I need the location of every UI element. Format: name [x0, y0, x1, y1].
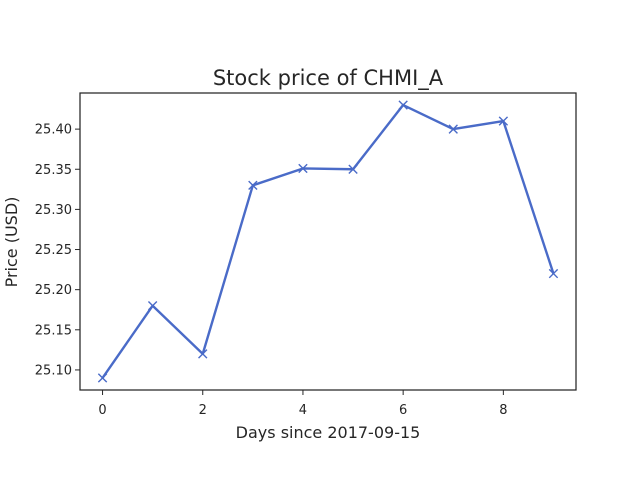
data-point-marker	[498, 116, 509, 126]
data-point-marker	[448, 124, 458, 134]
series-layer	[97, 100, 559, 383]
x-tick-label: 6	[399, 403, 407, 418]
data-point-marker	[97, 373, 108, 383]
y-tick-label: 25.30	[35, 203, 72, 218]
chart-title: Stock price of CHMI_A	[213, 66, 444, 91]
data-point-marker	[248, 180, 258, 191]
data-point-marker	[198, 349, 208, 359]
marker-stroke	[147, 301, 158, 311]
series-line	[101, 103, 555, 379]
marker-stroke	[298, 163, 308, 174]
y-tick-label: 25.25	[35, 243, 72, 258]
marker-stroke	[448, 124, 458, 134]
y-tick-label: 25.35	[35, 163, 72, 178]
data-point-marker	[298, 163, 308, 174]
x-tick-label: 8	[499, 403, 507, 418]
data-point-marker	[348, 164, 358, 174]
marker-stroke	[97, 373, 108, 383]
y-tick-label: 25.15	[35, 323, 72, 338]
y-tick-label: 25.10	[35, 363, 72, 378]
marker-stroke	[198, 349, 208, 359]
x-axis-label: Days since 2017-09-15	[236, 423, 421, 442]
y-axis-ticks: 25.10 25.15 25.20 25.25 25.30 25.35 25.40	[35, 123, 80, 378]
marker-stroke	[398, 100, 408, 110]
data-point-marker	[548, 268, 559, 279]
marker-stroke	[548, 268, 559, 279]
plot-area-frame	[79, 92, 577, 391]
data-point-marker	[398, 100, 408, 110]
y-axis-label: Price (USD)	[2, 197, 21, 288]
marker-stroke	[348, 164, 358, 174]
x-axis-ticks: 0 2 4 6 8	[98, 390, 507, 418]
data-point-marker	[147, 301, 158, 311]
marker-stroke	[498, 116, 509, 126]
y-tick-label: 25.40	[35, 123, 72, 138]
x-tick-label: 0	[98, 403, 106, 418]
x-tick-label: 2	[199, 403, 207, 418]
x-tick-label: 4	[299, 403, 307, 418]
y-tick-label: 25.20	[35, 283, 72, 298]
marker-stroke	[248, 180, 258, 191]
